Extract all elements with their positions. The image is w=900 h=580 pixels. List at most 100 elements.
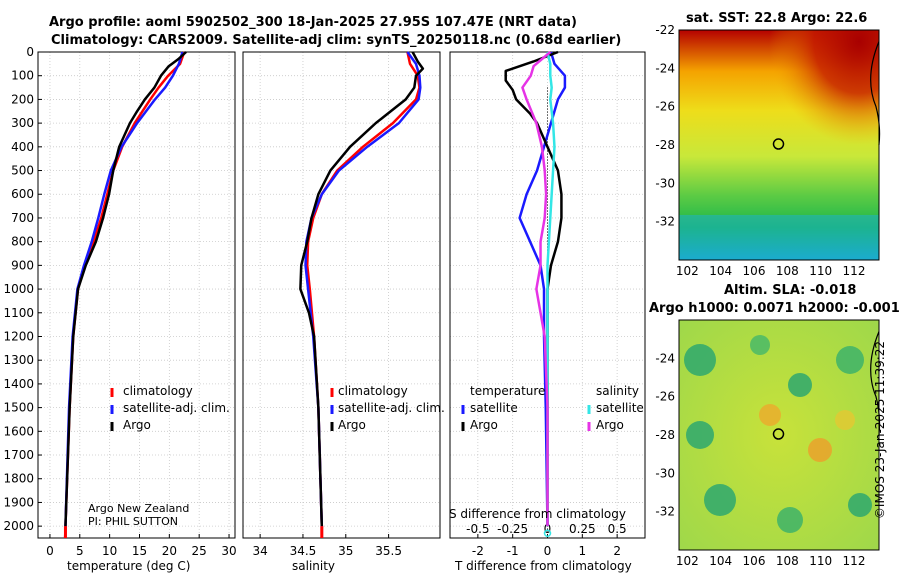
map-y-tick-label: -30 bbox=[655, 176, 675, 190]
map-x-tick-label: 112 bbox=[843, 264, 866, 278]
y-tick-label: 1400 bbox=[3, 377, 34, 391]
map-x-tick-label: 104 bbox=[709, 554, 732, 568]
map-y-tick-label: -28 bbox=[655, 138, 675, 152]
x-tick-label: 34.5 bbox=[290, 544, 317, 558]
s-tick-label: 0.25 bbox=[569, 522, 596, 536]
series-climatology bbox=[305, 51, 421, 538]
s-tick-label: 0.5 bbox=[608, 522, 627, 536]
map-x-tick-label: 112 bbox=[843, 554, 866, 568]
difference-xlabel-top: S difference from climatology bbox=[449, 507, 626, 521]
y-tick-label: 1500 bbox=[3, 401, 34, 415]
y-tick-label: 1600 bbox=[3, 424, 34, 438]
diff-legend-t-satellite: satellite bbox=[470, 401, 518, 415]
argo-location-marker bbox=[772, 428, 785, 440]
sst-map-title: sat. SST: 22.8 Argo: 22.6 bbox=[686, 11, 868, 26]
diff-legend-s-argo: Argo bbox=[596, 418, 624, 432]
x-tick-label: 20 bbox=[162, 544, 177, 558]
sst-heatmap bbox=[679, 30, 879, 260]
diff-legend-temperature-header: temperature bbox=[470, 384, 546, 398]
argo-agency-label: Argo New Zealand bbox=[88, 502, 190, 515]
x-tick-label: 0 bbox=[544, 544, 552, 558]
y-tick-label: 900 bbox=[11, 258, 34, 272]
sal-legend-satellite: satellite-adj. clim. bbox=[338, 401, 445, 415]
series-argo bbox=[64, 51, 187, 527]
y-tick-label: 800 bbox=[11, 235, 34, 249]
map-y-tick-label: -26 bbox=[655, 390, 675, 404]
temp-legend-climatology: climatology bbox=[123, 384, 193, 398]
y-tick-label: 1800 bbox=[3, 472, 34, 486]
x-tick-label: 25 bbox=[192, 544, 207, 558]
imos-watermark: ©IMOS 23-Jan-2025 11:39:22 bbox=[873, 340, 887, 520]
temp-legend-argo: Argo bbox=[123, 418, 151, 432]
map-x-tick-label: 106 bbox=[743, 264, 766, 278]
x-tick-label: 0 bbox=[46, 544, 54, 558]
argo-location-marker bbox=[772, 138, 785, 150]
difference-xlabel: T difference from climatology bbox=[455, 559, 632, 573]
y-tick-label: 500 bbox=[11, 164, 34, 178]
sla-map-title-line1: Altim. SLA: -0.018 bbox=[724, 283, 857, 298]
series-argo bbox=[299, 51, 425, 527]
sal-legend-climatology: climatology bbox=[338, 384, 408, 398]
map-x-tick-label: 106 bbox=[743, 554, 766, 568]
map-x-tick-label: 102 bbox=[676, 264, 699, 278]
temperature-xlabel: temperature (deg C) bbox=[67, 559, 191, 573]
diff-legend-salinity-header: salinity bbox=[596, 384, 640, 398]
y-tick-label: 1100 bbox=[3, 306, 34, 320]
zero-marker bbox=[543, 529, 552, 538]
y-tick-label: 1000 bbox=[3, 282, 34, 296]
series-satellite-adj-clim- bbox=[63, 51, 184, 539]
salinity-xlabel: salinity bbox=[292, 559, 336, 573]
panel-frame bbox=[37, 51, 236, 539]
y-tick-label: 1700 bbox=[3, 448, 34, 462]
map-x-tick-label: 110 bbox=[809, 264, 832, 278]
map-y-tick-label: -24 bbox=[655, 61, 675, 75]
y-tick-label: 700 bbox=[11, 211, 34, 225]
y-tick-label: 0 bbox=[26, 45, 34, 59]
y-tick-label: 1900 bbox=[3, 495, 34, 509]
map-y-tick-label: -24 bbox=[655, 351, 675, 365]
map-x-tick-label: 110 bbox=[809, 554, 832, 568]
map-x-tick-label: 108 bbox=[776, 554, 799, 568]
map-y-tick-label: -32 bbox=[655, 505, 675, 519]
x-tick-label: 34 bbox=[252, 544, 267, 558]
map-y-tick-label: -28 bbox=[655, 428, 675, 442]
map-y-tick-label: -26 bbox=[655, 100, 675, 114]
y-tick-label: 200 bbox=[11, 92, 34, 106]
y-tick-label: 1300 bbox=[3, 353, 34, 367]
figure-title-line1: Argo profile: aoml 5902502_300 18-Jan-20… bbox=[49, 15, 577, 30]
s-tick-label: -0.5 bbox=[466, 522, 489, 536]
y-tick-label: 100 bbox=[11, 69, 34, 83]
figure-title-line2: Climatology: CARS2009. Satellite-adj cli… bbox=[51, 33, 622, 48]
x-tick-label: 35 bbox=[338, 544, 353, 558]
diff-legend-s-satellite: satellite bbox=[596, 401, 644, 415]
coastline bbox=[870, 41, 881, 146]
map-y-tick-label: -32 bbox=[655, 215, 675, 229]
x-tick-label: 5 bbox=[76, 544, 84, 558]
argo-pi-label: PI: PHIL SUTTON bbox=[88, 515, 179, 528]
map-x-tick-label: 104 bbox=[709, 264, 732, 278]
diff-legend-t-argo: Argo bbox=[470, 418, 498, 432]
y-tick-label: 600 bbox=[11, 187, 34, 201]
y-tick-label: 400 bbox=[11, 140, 34, 154]
x-tick-label: 1 bbox=[579, 544, 587, 558]
x-tick-label: 35.5 bbox=[375, 544, 402, 558]
series-t-satellite bbox=[518, 51, 567, 527]
panel-frame bbox=[242, 51, 441, 539]
y-tick-label: 2000 bbox=[3, 519, 34, 533]
sla-map-title-line2: Argo h1000: 0.0071 h2000: -0.001 bbox=[649, 301, 900, 316]
coastline bbox=[870, 331, 881, 436]
sla-heatmap bbox=[679, 320, 879, 550]
map-x-tick-label: 108 bbox=[776, 264, 799, 278]
x-tick-label: 15 bbox=[132, 544, 147, 558]
series-climatology bbox=[63, 51, 186, 539]
x-tick-label: 30 bbox=[221, 544, 236, 558]
temp-legend-satellite: satellite-adj. clim. bbox=[123, 401, 230, 415]
map-y-tick-label: -30 bbox=[655, 466, 675, 480]
y-tick-label: 1200 bbox=[3, 329, 34, 343]
x-tick-label: -2 bbox=[472, 544, 484, 558]
map-x-tick-label: 102 bbox=[676, 554, 699, 568]
s-tick-label: -0.25 bbox=[497, 522, 528, 536]
map-y-tick-label: -22 bbox=[655, 23, 675, 37]
y-tick-label: 300 bbox=[11, 116, 34, 130]
